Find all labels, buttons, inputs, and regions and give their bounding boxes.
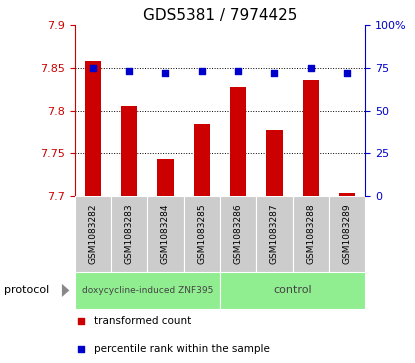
Title: GDS5381 / 7974425: GDS5381 / 7974425 bbox=[143, 8, 297, 23]
Bar bbox=[266, 130, 283, 196]
Bar bbox=[75, 272, 220, 309]
Bar bbox=[256, 196, 293, 272]
Text: doxycycline-induced ZNF395: doxycycline-induced ZNF395 bbox=[82, 286, 213, 295]
Point bbox=[198, 69, 205, 74]
Point bbox=[90, 65, 96, 71]
Polygon shape bbox=[62, 284, 69, 297]
Point bbox=[271, 70, 278, 76]
Text: GSM1083283: GSM1083283 bbox=[124, 204, 134, 265]
Point bbox=[77, 318, 84, 324]
Bar bbox=[157, 159, 173, 196]
Bar bbox=[111, 196, 147, 272]
Text: GSM1083284: GSM1083284 bbox=[161, 204, 170, 264]
Point bbox=[235, 69, 242, 74]
Text: GSM1083287: GSM1083287 bbox=[270, 204, 279, 265]
Bar bbox=[220, 272, 365, 309]
Point bbox=[308, 65, 314, 71]
Text: GSM1083285: GSM1083285 bbox=[197, 204, 206, 265]
Text: control: control bbox=[273, 285, 312, 295]
Point bbox=[126, 69, 132, 74]
Bar bbox=[329, 196, 365, 272]
Point bbox=[344, 70, 350, 76]
Bar bbox=[303, 80, 319, 196]
Bar bbox=[339, 193, 355, 196]
Text: percentile rank within the sample: percentile rank within the sample bbox=[94, 344, 269, 354]
Bar bbox=[121, 106, 137, 196]
Text: protocol: protocol bbox=[4, 285, 49, 295]
Bar bbox=[220, 196, 256, 272]
Text: transformed count: transformed count bbox=[94, 316, 191, 326]
Text: GSM1083282: GSM1083282 bbox=[88, 204, 98, 264]
Bar bbox=[230, 87, 246, 196]
Point bbox=[162, 70, 169, 76]
Bar bbox=[194, 123, 210, 196]
Text: GSM1083288: GSM1083288 bbox=[306, 204, 315, 265]
Bar bbox=[75, 196, 111, 272]
Bar bbox=[85, 61, 101, 196]
Bar bbox=[184, 196, 220, 272]
Text: GSM1083289: GSM1083289 bbox=[342, 204, 352, 265]
Bar bbox=[147, 196, 184, 272]
Text: GSM1083286: GSM1083286 bbox=[234, 204, 243, 265]
Point bbox=[77, 346, 84, 352]
Bar bbox=[293, 196, 329, 272]
